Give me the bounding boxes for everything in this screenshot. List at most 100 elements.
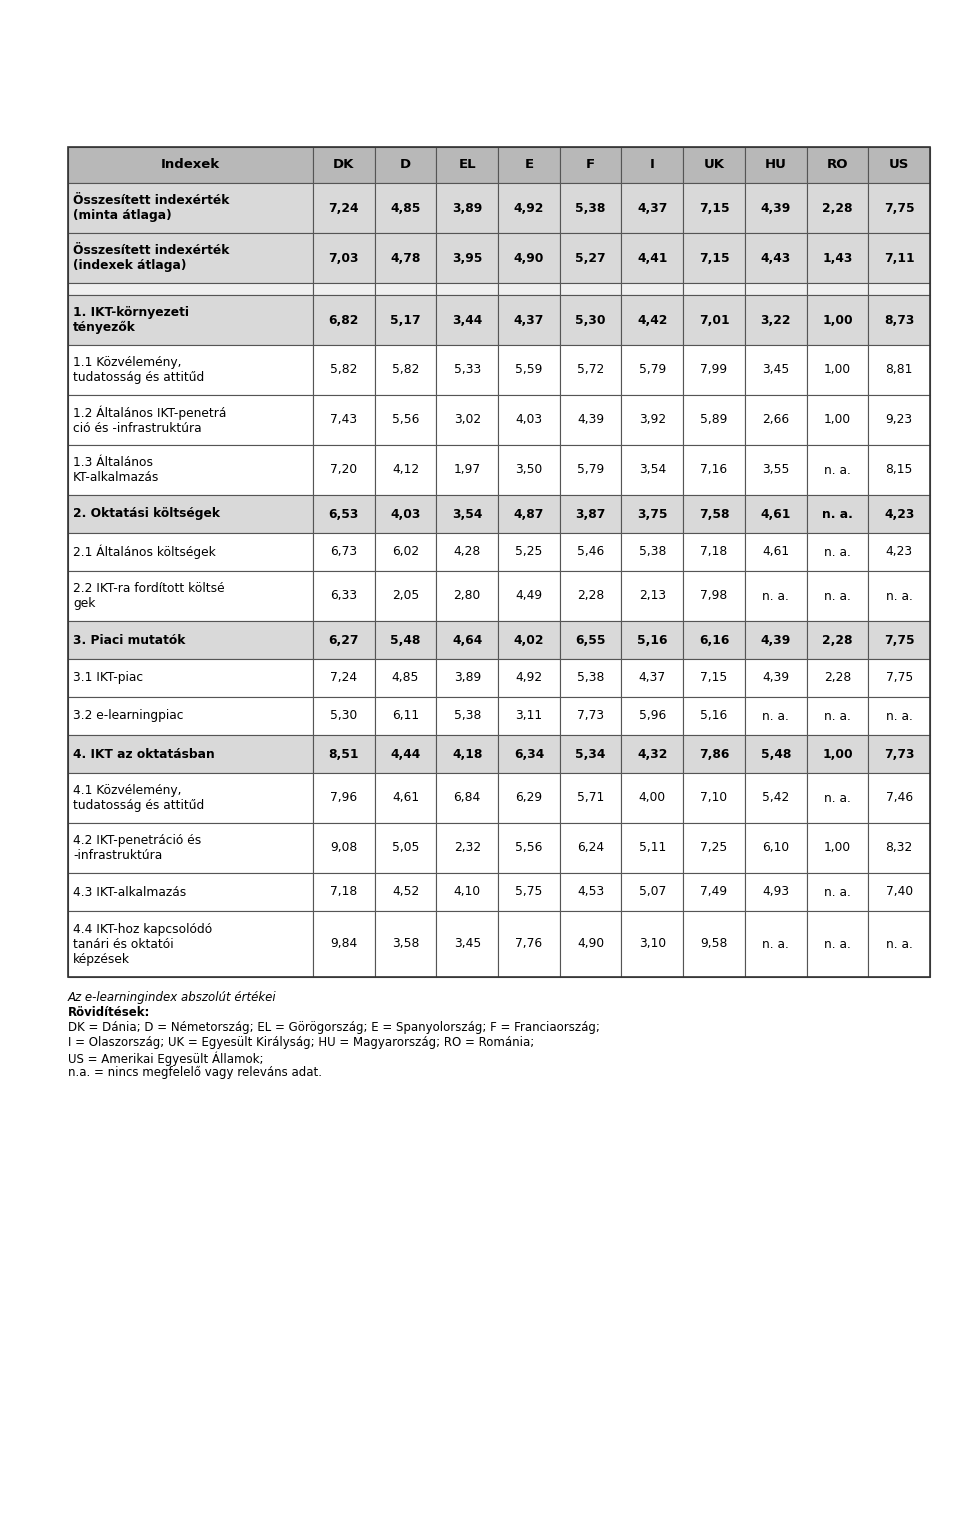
Bar	[684, 234, 745, 283]
Text: 5,79: 5,79	[638, 363, 666, 377]
Bar	[437, 295, 498, 344]
Text: 1,00: 1,00	[824, 413, 851, 426]
Text: 7,58: 7,58	[699, 507, 730, 521]
Bar	[313, 495, 374, 533]
Bar	[684, 344, 745, 395]
Bar	[806, 395, 868, 446]
Bar	[560, 873, 621, 911]
Bar	[498, 344, 560, 395]
Text: 4,32: 4,32	[637, 747, 667, 761]
Bar	[621, 911, 684, 978]
Text: 4.4 IKT-hoz kapcsolódó
tanári és oktatói
képzések: 4.4 IKT-hoz kapcsolódó tanári és oktatói…	[73, 922, 212, 965]
Text: 1.2 Általános IKT-penetrá
ció és -infrastruktúra: 1.2 Általános IKT-penetrá ció és -infras…	[73, 406, 227, 435]
Bar	[437, 283, 498, 295]
Text: 8,73: 8,73	[884, 314, 914, 326]
Bar	[437, 911, 498, 978]
Text: n. a.: n. a.	[824, 590, 851, 603]
Bar	[745, 395, 806, 446]
Text: 4,39: 4,39	[577, 413, 604, 426]
Text: 2,05: 2,05	[392, 590, 420, 603]
Text: 4,90: 4,90	[514, 252, 544, 264]
Bar	[560, 621, 621, 659]
Text: 5,38: 5,38	[577, 672, 605, 684]
Bar	[437, 873, 498, 911]
Bar	[437, 234, 498, 283]
Bar	[684, 621, 745, 659]
Text: n. a.: n. a.	[824, 792, 851, 804]
Bar	[621, 234, 684, 283]
Text: D: D	[400, 158, 411, 172]
Bar	[621, 283, 684, 295]
Bar	[560, 735, 621, 773]
Text: 2,80: 2,80	[454, 590, 481, 603]
Bar	[621, 735, 684, 773]
Text: 5,38: 5,38	[453, 710, 481, 722]
Bar	[868, 183, 930, 234]
Bar	[437, 446, 498, 495]
Text: 6,55: 6,55	[575, 633, 606, 647]
Text: 5,27: 5,27	[575, 252, 606, 264]
Bar	[745, 446, 806, 495]
Bar	[745, 283, 806, 295]
Text: Összesített indexérték
(indexek átlaga): Összesített indexérték (indexek átlaga)	[73, 244, 229, 272]
Text: 4.3 IKT-alkalmazás: 4.3 IKT-alkalmazás	[73, 885, 186, 899]
Bar	[313, 911, 374, 978]
Text: 4,61: 4,61	[762, 546, 789, 558]
Bar	[498, 395, 560, 446]
Bar	[745, 822, 806, 873]
Bar	[868, 873, 930, 911]
Bar	[68, 344, 313, 395]
Text: 5,82: 5,82	[330, 363, 357, 377]
Text: 3,55: 3,55	[762, 464, 789, 476]
Bar	[868, 234, 930, 283]
Bar	[437, 822, 498, 873]
Text: Rövidítések:: Rövidítések:	[68, 1007, 151, 1019]
Text: 5,72: 5,72	[577, 363, 604, 377]
Text: 4,78: 4,78	[391, 252, 420, 264]
Text: 4,92: 4,92	[516, 672, 542, 684]
Bar	[498, 911, 560, 978]
Text: 3,50: 3,50	[516, 464, 542, 476]
Bar	[684, 533, 745, 572]
Bar	[684, 696, 745, 735]
Bar	[560, 295, 621, 344]
Text: 5,48: 5,48	[391, 633, 420, 647]
Text: 3,11: 3,11	[516, 710, 542, 722]
Bar	[621, 659, 684, 696]
Text: 3,10: 3,10	[638, 938, 666, 950]
Bar	[498, 696, 560, 735]
Text: 4. IKT az oktatásban: 4. IKT az oktatásban	[73, 747, 215, 761]
Text: 6,34: 6,34	[514, 747, 544, 761]
Bar	[313, 696, 374, 735]
Bar	[313, 148, 374, 183]
Text: 7,40: 7,40	[885, 885, 913, 899]
Text: 5,30: 5,30	[330, 710, 357, 722]
Bar	[868, 773, 930, 822]
Bar	[560, 344, 621, 395]
Text: 6,24: 6,24	[577, 841, 604, 855]
Text: n. a.: n. a.	[824, 885, 851, 899]
Text: 5,11: 5,11	[638, 841, 666, 855]
Bar	[560, 446, 621, 495]
Text: 6,02: 6,02	[392, 546, 420, 558]
Bar	[374, 344, 437, 395]
Bar	[374, 183, 437, 234]
Bar	[313, 735, 374, 773]
Text: 3,22: 3,22	[760, 314, 791, 326]
Bar	[745, 495, 806, 533]
Bar	[868, 911, 930, 978]
Bar	[313, 533, 374, 572]
Text: Összesített indexérték
(minta átlaga): Összesített indexérték (minta átlaga)	[73, 194, 229, 221]
Bar	[621, 873, 684, 911]
Text: 5,75: 5,75	[516, 885, 542, 899]
Text: 7,15: 7,15	[699, 201, 730, 215]
Bar	[621, 446, 684, 495]
Text: 6,10: 6,10	[762, 841, 789, 855]
Text: 5,71: 5,71	[577, 792, 604, 804]
Bar	[745, 148, 806, 183]
Text: UK: UK	[704, 158, 725, 172]
Text: 2,32: 2,32	[454, 841, 481, 855]
Text: 1. IKT-környezeti
tényezők: 1. IKT-környezeti tényezők	[73, 306, 189, 334]
Bar	[806, 283, 868, 295]
Text: 7,75: 7,75	[885, 672, 913, 684]
